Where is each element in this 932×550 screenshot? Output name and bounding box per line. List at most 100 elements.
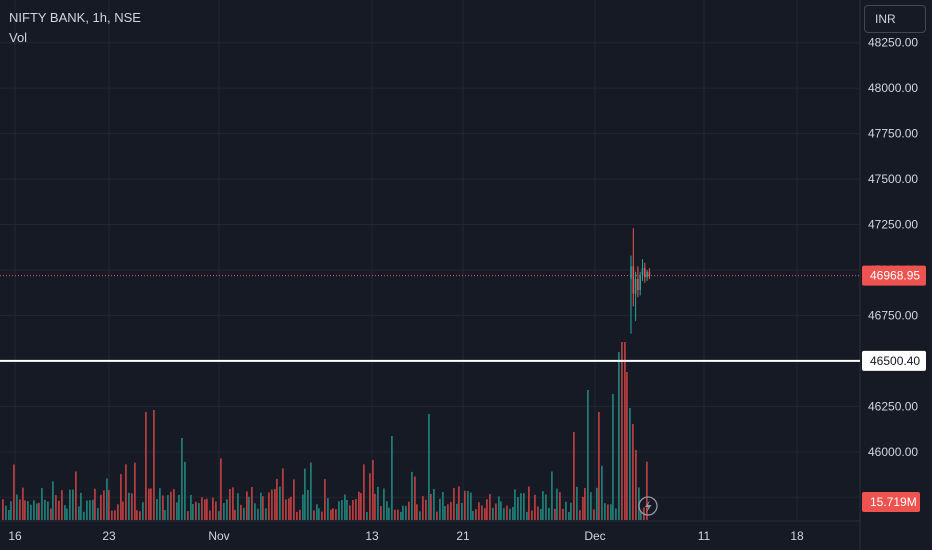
volume-bar	[601, 465, 603, 520]
volume-bar	[467, 490, 469, 520]
chart-grid	[0, 0, 861, 550]
time-tick-label: 11	[698, 529, 711, 543]
candle-body	[634, 279, 637, 294]
chart-legend: NIFTY BANK, 1h, NSE Vol	[9, 8, 141, 48]
volume-bar	[402, 505, 404, 520]
volume-bar	[134, 462, 136, 520]
volume-bar	[190, 494, 192, 520]
last-price-badge	[862, 265, 926, 286]
volume-bar	[240, 504, 242, 520]
volume-bar	[540, 508, 542, 520]
time-tick-label: 18	[790, 529, 804, 543]
volume-bar	[610, 504, 612, 520]
volume-bar	[89, 500, 91, 520]
volume-bar	[324, 479, 326, 520]
volume-bar	[304, 468, 306, 520]
volume-bars	[2, 342, 648, 520]
volume-bar	[556, 488, 558, 520]
volume-bar	[271, 489, 273, 520]
volume-bar	[562, 508, 564, 520]
volume-legend[interactable]: Vol	[9, 30, 28, 45]
price-tick-label: 48000.00	[868, 81, 918, 95]
volume-bar	[579, 510, 581, 520]
volume-bar	[215, 501, 217, 520]
volume-bar	[246, 491, 248, 520]
volume-bar	[64, 505, 66, 520]
volume-bar	[8, 509, 10, 520]
volume-bar	[551, 471, 553, 520]
volume-bar	[122, 501, 124, 520]
volume-bar	[447, 504, 449, 520]
volume-bar	[234, 509, 236, 520]
volume-bar	[383, 488, 385, 520]
volume-bar	[646, 461, 648, 520]
volume-bar	[66, 508, 68, 520]
volume-bar	[310, 462, 312, 520]
volume-bar	[131, 493, 133, 520]
volume-bar	[500, 501, 502, 520]
volume-bar	[19, 499, 21, 520]
volume-bar	[358, 491, 360, 520]
horizontal-line-label: 46500.40	[870, 354, 920, 368]
volume-bar	[167, 495, 169, 520]
volume-bar	[150, 488, 152, 520]
volume-bar	[187, 511, 189, 520]
currency-button[interactable]: INR	[864, 5, 926, 33]
volume-bar	[405, 505, 407, 520]
volume-bar	[262, 496, 264, 520]
volume-bar	[198, 503, 200, 520]
volume-bar	[111, 510, 113, 520]
volume-bar	[117, 504, 119, 520]
volume-bar	[5, 505, 7, 520]
volume-bar	[61, 490, 63, 520]
volume-bar	[584, 488, 586, 520]
volume-bar	[243, 507, 245, 520]
price-tick-label: 46250.00	[868, 399, 918, 413]
volume-bar	[372, 460, 374, 520]
chart-lines[interactable]	[0, 275, 860, 362]
time-axis[interactable]: 16 23 Nov 13 21 Dec 11 18	[8, 529, 804, 543]
volume-bar	[265, 508, 267, 520]
volume-bar	[621, 342, 623, 520]
volume-bar	[430, 493, 432, 520]
volume-bar	[159, 488, 161, 520]
volume-bar	[391, 436, 393, 520]
volume-bar	[86, 500, 88, 520]
volume-bar	[136, 510, 138, 520]
candle-body	[630, 266, 632, 280]
candle-body	[637, 279, 639, 290]
volume-bar	[444, 506, 446, 520]
volume-bar	[612, 394, 614, 520]
price-tick-label: 47750.00	[868, 127, 918, 141]
volume-bar	[184, 461, 186, 520]
price-tick-label: 46000.00	[868, 445, 918, 459]
symbol-legend[interactable]: NIFTY BANK, 1h, NSE	[9, 10, 141, 25]
volume-bar	[226, 499, 228, 520]
price-tick-label: 47500.00	[868, 172, 918, 186]
volume-bar	[47, 501, 49, 520]
volume-bar	[128, 492, 130, 520]
volume-bar	[360, 493, 362, 520]
volume-bar	[296, 511, 298, 520]
candle-body	[639, 275, 641, 290]
volume-bar	[624, 342, 626, 520]
volume-bar	[509, 508, 511, 520]
volume-bar	[30, 504, 32, 520]
volume-bar	[327, 498, 329, 520]
lightning-icon[interactable]	[638, 496, 658, 516]
volume-bar	[554, 508, 556, 520]
volume-bar	[495, 503, 497, 520]
volume-bar	[439, 498, 441, 520]
volume-bar	[156, 499, 158, 520]
volume-bar	[548, 507, 550, 520]
volume-bar	[260, 492, 262, 520]
volume-bar	[587, 390, 589, 520]
volume-bar	[453, 488, 455, 520]
volume-bar	[75, 471, 77, 520]
volume-bar	[475, 509, 477, 520]
volume-bar	[285, 499, 287, 520]
volume-bar	[503, 508, 505, 520]
candle-body	[641, 268, 644, 276]
volume-bar	[176, 502, 178, 520]
